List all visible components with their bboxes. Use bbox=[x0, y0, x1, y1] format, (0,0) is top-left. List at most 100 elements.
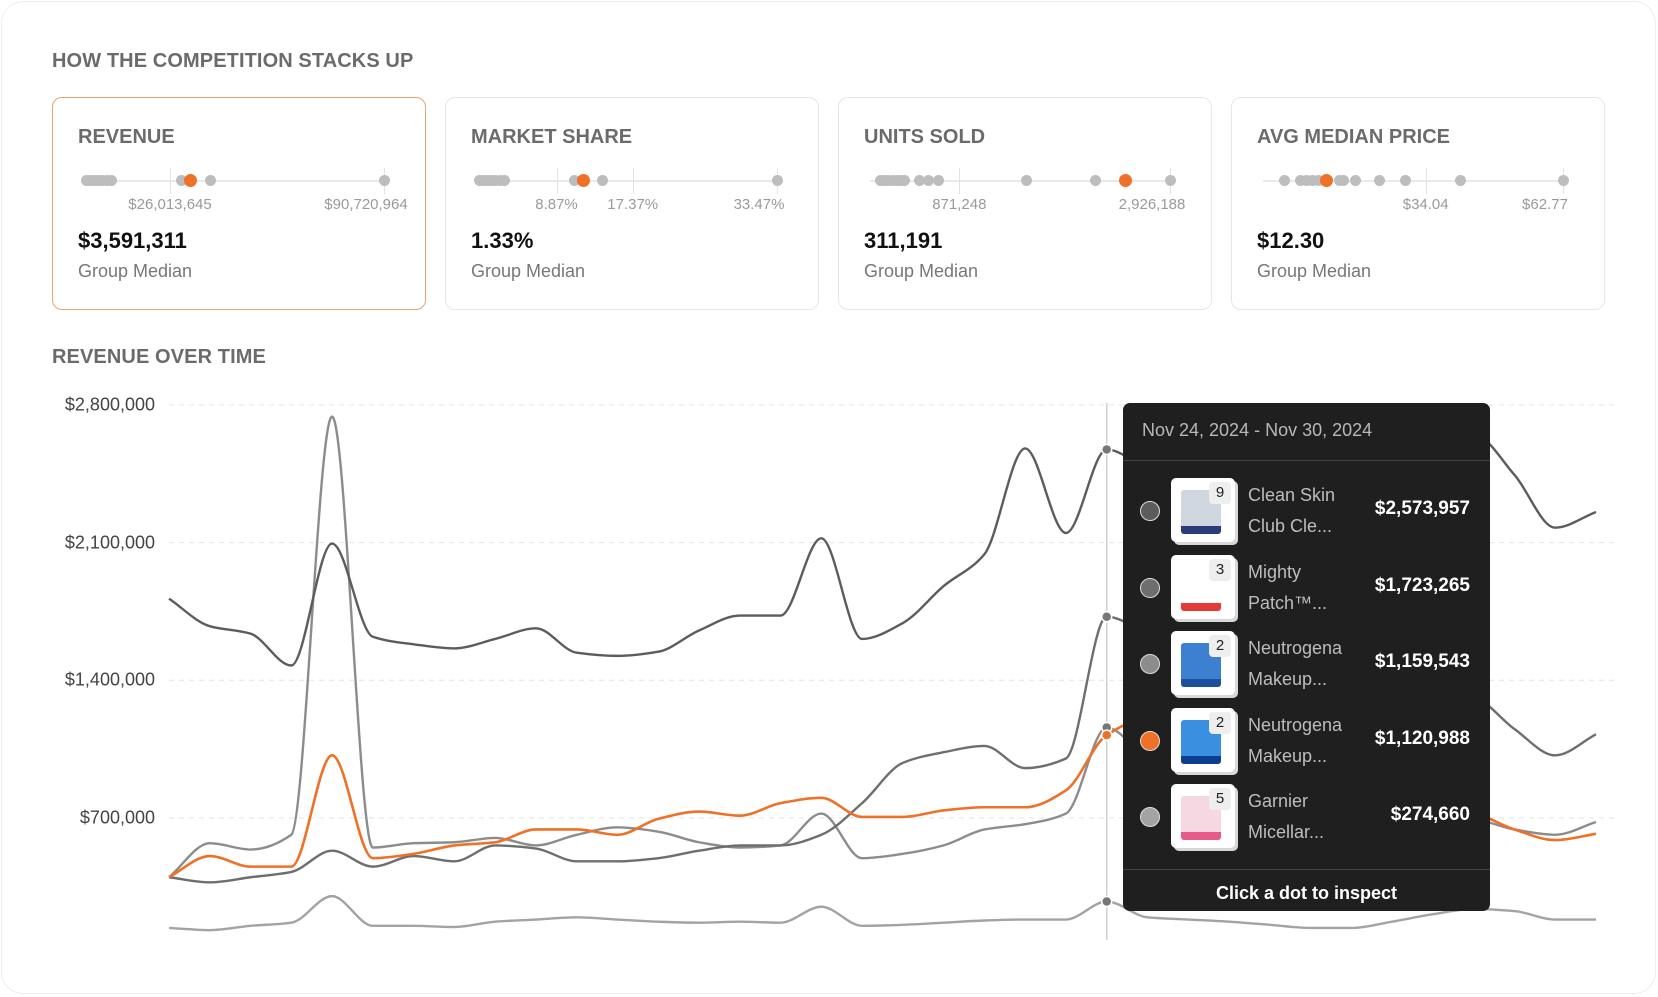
competitor-dot[interactable] bbox=[1454, 175, 1466, 186]
competitor-dot[interactable] bbox=[105, 175, 117, 186]
series-color-dot[interactable] bbox=[1140, 654, 1160, 674]
product-revenue: $1,120,988 bbox=[1374, 727, 1470, 749]
product-name: Neutrogena Makeup... bbox=[1248, 633, 1348, 695]
product-name-line1: Neutrogena bbox=[1248, 638, 1343, 658]
highlighted-product-dot[interactable] bbox=[1319, 174, 1333, 187]
product-name-line1: Garnier bbox=[1248, 791, 1309, 811]
competitor-dot[interactable] bbox=[1300, 175, 1312, 186]
tick-mark bbox=[632, 168, 634, 194]
card-title: REVENUE bbox=[78, 126, 175, 148]
tooltip-row[interactable]: 9 Clean Skin Club Cle... $2,573,957 bbox=[1123, 476, 1490, 546]
y-tick-label: $2,800,000 bbox=[64, 394, 155, 415]
competitor-dot[interactable] bbox=[1350, 175, 1362, 186]
series-color-dot[interactable] bbox=[1140, 577, 1160, 598]
distribution-track: $26,013,645 $90,720,964 bbox=[80, 168, 408, 213]
tooltip-row[interactable]: 3 Mighty Patch™... $1,723,265 bbox=[1123, 553, 1490, 623]
competitor-dot[interactable] bbox=[1312, 175, 1324, 186]
card-value: $3,591,311 bbox=[78, 228, 187, 253]
highlighted-product-dot[interactable] bbox=[577, 174, 591, 187]
competitor-dot[interactable] bbox=[569, 175, 581, 186]
highlighted-product-dot[interactable] bbox=[184, 174, 198, 187]
metric-card-avg-median-price[interactable]: AVG MEDIAN PRICE $34.04 $62.77 $12.30 Group … bbox=[1231, 97, 1605, 310]
card-subtitle: Group Median bbox=[471, 261, 586, 281]
competitor-dot[interactable] bbox=[1338, 175, 1350, 186]
competitor-dot[interactable] bbox=[1089, 175, 1101, 186]
highlighted-product-dot[interactable] bbox=[1119, 174, 1133, 187]
tick-label: $62.77 bbox=[1522, 196, 1568, 213]
product-name-line2: Makeup... bbox=[1248, 669, 1328, 689]
wipes-pack-icon: 2 bbox=[1171, 707, 1235, 772]
stacks-section-title: HOW THE COMPETITION STACKS UP bbox=[52, 50, 414, 72]
card-value: 1.33% bbox=[471, 228, 534, 253]
competitor-dot[interactable] bbox=[499, 175, 511, 186]
tick-label: 17.37% bbox=[607, 196, 659, 213]
tooltip-row[interactable]: 5 Garnier Micellar... $274,660 bbox=[1123, 782, 1490, 852]
competitor-dot[interactable] bbox=[1279, 175, 1291, 186]
product-revenue: $1,723,265 bbox=[1374, 574, 1470, 596]
tooltip-row[interactable]: 2 Neutrogena Makeup... $1,159,543 bbox=[1123, 629, 1490, 699]
series-color-dot[interactable] bbox=[1140, 501, 1160, 521]
product-revenue: $2,573,957 bbox=[1374, 498, 1470, 519]
competitor-dot[interactable] bbox=[1557, 175, 1569, 186]
wipes-pouch-icon: 2 bbox=[1171, 631, 1235, 695]
variant-count-badge: 3 bbox=[1209, 558, 1231, 581]
competitor-dot[interactable] bbox=[933, 175, 945, 186]
metric-card-market-share[interactable]: MARKET SHARE 8.87% 17.37% 33.47% 1.33% Group … bbox=[445, 97, 819, 310]
product-name-line2: Patch™... bbox=[1248, 592, 1328, 613]
card-value: 311,191 bbox=[864, 228, 943, 253]
hover-point[interactable] bbox=[1100, 443, 1113, 456]
hover-point[interactable] bbox=[1100, 729, 1113, 741]
product-name-line1: Clean Skin bbox=[1248, 485, 1336, 505]
tick-label: $34.04 bbox=[1402, 196, 1449, 213]
tick-mark bbox=[556, 168, 558, 194]
competitor-dot[interactable] bbox=[1164, 175, 1176, 186]
product-name: Mighty Patch™... bbox=[1248, 557, 1348, 619]
tick-mark bbox=[170, 168, 172, 194]
chart-tooltip: Nov 24, 2024 - Nov 30, 2024 9 Clean Skin C… bbox=[1123, 403, 1490, 911]
card-value: $12.30 bbox=[1257, 228, 1325, 253]
competitor-dot[interactable] bbox=[205, 175, 217, 186]
hover-point[interactable] bbox=[1100, 895, 1113, 908]
series-color-dot[interactable] bbox=[1140, 807, 1160, 827]
tick-label: 8.87% bbox=[535, 196, 578, 213]
tick-label: $26,013,645 bbox=[128, 196, 212, 213]
competitor-dot[interactable] bbox=[175, 175, 187, 186]
competitor-dot[interactable] bbox=[913, 175, 925, 186]
competitor-dot[interactable] bbox=[923, 175, 935, 186]
competitor-dot[interactable] bbox=[1020, 175, 1032, 186]
variant-count-badge: 2 bbox=[1209, 711, 1231, 734]
hover-point[interactable] bbox=[1100, 610, 1113, 623]
competitor-dot[interactable] bbox=[1399, 175, 1411, 186]
series-line-4[interactable] bbox=[168, 894, 1596, 932]
tooltip-row[interactable]: 2 Neutrogena Makeup... $1,120,988 bbox=[1123, 706, 1490, 776]
competitor-dot[interactable] bbox=[378, 175, 390, 186]
product-name-line1: Neutrogena bbox=[1248, 714, 1343, 735]
distribution-track: 871,248 2,926,188 bbox=[870, 168, 1185, 213]
competitor-dot[interactable] bbox=[1373, 175, 1385, 186]
y-tick-label: $1,400,000 bbox=[64, 669, 155, 690]
variant-count-badge: 9 bbox=[1209, 482, 1231, 504]
competitor-dot[interactable] bbox=[1295, 175, 1307, 186]
competitor-dot[interactable] bbox=[771, 175, 783, 186]
card-title: UNITS SOLD bbox=[864, 126, 986, 148]
product-revenue: $1,159,543 bbox=[1374, 651, 1470, 672]
card-subtitle: Group Median bbox=[864, 261, 979, 281]
tick-mark bbox=[1425, 168, 1427, 194]
card-subtitle: Group Median bbox=[1257, 261, 1372, 281]
competitor-dot[interactable] bbox=[596, 175, 608, 186]
distribution-track: $34.04 $62.77 bbox=[1263, 168, 1569, 213]
card-subtitle: Group Median bbox=[78, 261, 193, 281]
y-tick-label: $700,000 bbox=[79, 807, 155, 828]
competitor-dot[interactable] bbox=[1306, 175, 1318, 186]
product-name: Clean Skin Club Cle... bbox=[1248, 480, 1348, 542]
variant-count-badge: 5 bbox=[1209, 788, 1231, 810]
metric-card-units-sold[interactable]: UNITS SOLD 871,248 2,926,188 311,191 Group M… bbox=[838, 97, 1212, 310]
card-title: MARKET SHARE bbox=[471, 126, 633, 148]
metric-card-revenue[interactable]: REVENUE $26,013,645 $90,720,964 $3,591,311 G… bbox=[52, 97, 426, 310]
tooltip-divider bbox=[1123, 460, 1490, 461]
series-color-dot[interactable] bbox=[1140, 730, 1160, 751]
product-name-line2: Club Cle... bbox=[1248, 516, 1333, 536]
card-title: AVG MEDIAN PRICE bbox=[1257, 126, 1450, 148]
competitor-dot[interactable] bbox=[899, 175, 911, 186]
